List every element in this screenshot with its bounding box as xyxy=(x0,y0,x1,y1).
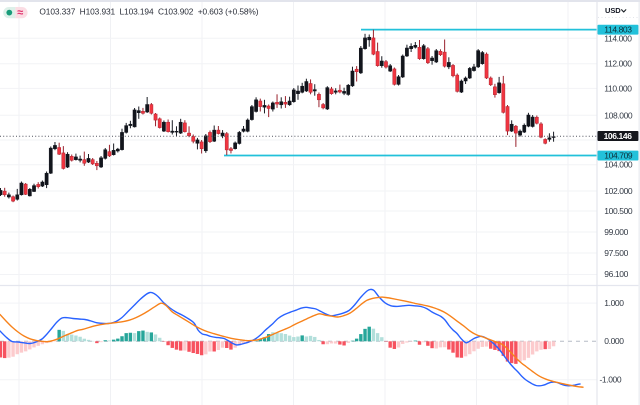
svg-text:-1.000: -1.000 xyxy=(600,375,622,385)
svg-text:114.000: 114.000 xyxy=(604,33,632,43)
svg-text:USD: USD xyxy=(605,6,621,15)
svg-text:114.803: 114.803 xyxy=(604,25,632,35)
svg-text:108.000: 108.000 xyxy=(604,110,633,120)
svg-text:97.500: 97.500 xyxy=(604,248,628,258)
svg-text:99.000: 99.000 xyxy=(604,227,628,237)
svg-text:0.000: 0.000 xyxy=(604,336,624,346)
svg-text:100.500: 100.500 xyxy=(604,206,633,216)
svg-text:112.000: 112.000 xyxy=(604,59,632,69)
svg-text:O103.337 H103.931 L103.194: O103.337 H103.931 L103.194 C103.902 +0.6… xyxy=(39,7,258,17)
svg-text:104.709: 104.709 xyxy=(604,151,633,161)
svg-text:110.000: 110.000 xyxy=(604,83,632,93)
svg-text:96.100: 96.100 xyxy=(604,269,628,279)
svg-text:≈: ≈ xyxy=(17,7,23,19)
svg-text:104.000: 104.000 xyxy=(604,160,633,170)
svg-text:102.000: 102.000 xyxy=(604,186,633,196)
svg-text:1.000: 1.000 xyxy=(604,298,624,308)
svg-text:106.146: 106.146 xyxy=(604,131,633,141)
